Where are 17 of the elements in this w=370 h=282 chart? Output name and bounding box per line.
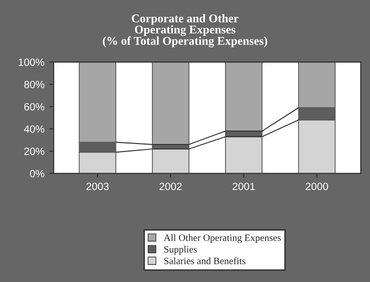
legend-label: Salaries and Benefits	[164, 257, 246, 264]
y-tick-label: 100%	[18, 58, 44, 66]
y-tick-label: 40%	[24, 125, 44, 133]
y-tick-label: 20%	[24, 148, 44, 156]
x-tick-label: 2002	[160, 182, 182, 190]
chart-title: Corporate and Other Operating Expenses (% of Total Operating Expenses)	[102, 14, 268, 48]
y-tick-label: 60%	[24, 103, 44, 110]
y-tick-label: 0%	[30, 170, 44, 178]
x-tick-label: 2000	[306, 182, 328, 190]
x-tick-label: 2001	[232, 182, 255, 190]
bar	[152, 62, 190, 145]
legend-label: All Other Operating Expenses	[164, 234, 281, 244]
bar	[152, 148, 190, 174]
x-tick-label: 2003	[86, 182, 109, 190]
legend-label: Supplies	[164, 246, 197, 255]
y-tick-label: 80%	[24, 80, 44, 88]
bar	[225, 62, 262, 132]
